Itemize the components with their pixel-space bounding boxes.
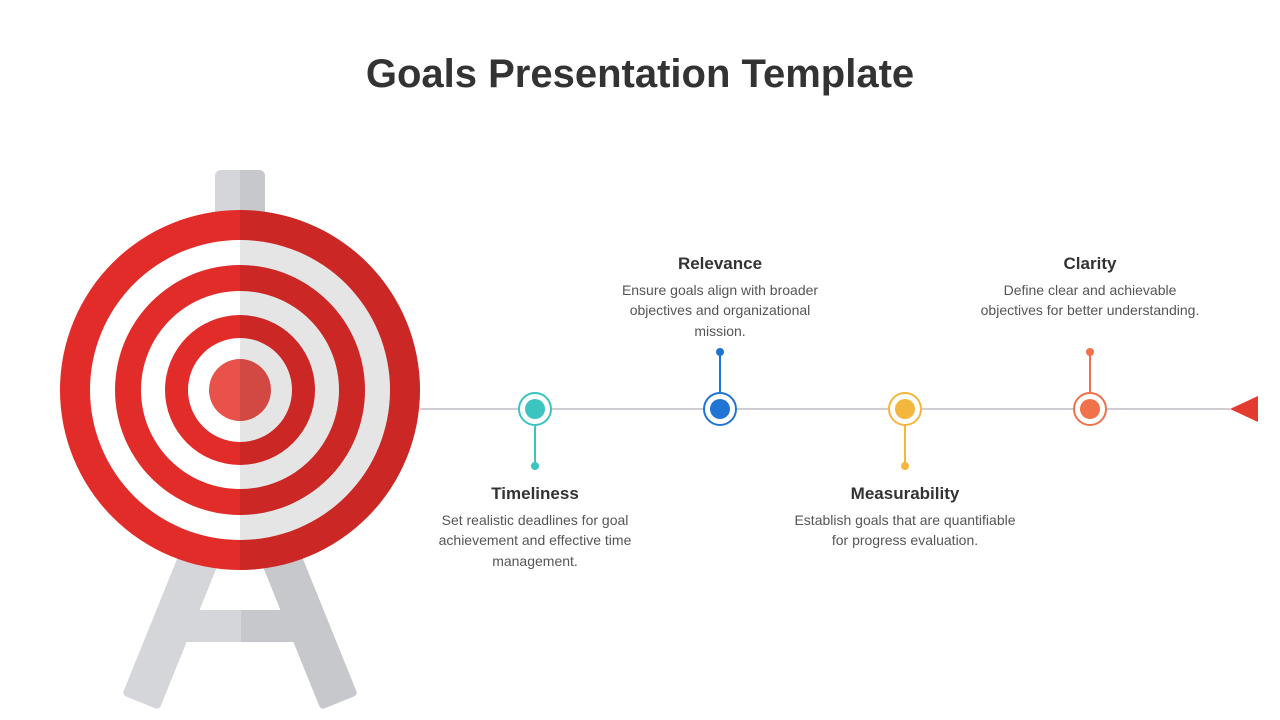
timeline-item-desc: Define clear and achievable objectives f… — [975, 280, 1205, 321]
timeline-node — [1073, 392, 1107, 426]
target-graphic — [60, 170, 420, 690]
timeline-node — [518, 392, 552, 426]
timeline-item-title: Timeliness — [420, 484, 650, 504]
timeline-item-desc: Establish goals that are quantifiable fo… — [790, 510, 1020, 551]
timeline-item-title: Relevance — [605, 254, 835, 274]
timeline-item-desc: Ensure goals align with broader objectiv… — [605, 280, 835, 341]
timeline-item: Relevance Ensure goals align with broader… — [605, 254, 835, 341]
target-ring — [209, 359, 271, 421]
timeline-node — [888, 392, 922, 426]
timeline-item: Timeliness Set realistic deadlines for go… — [420, 484, 650, 571]
target-rings — [60, 210, 420, 570]
timeline-item-title: Clarity — [975, 254, 1205, 274]
timeline-item-title: Measurability — [790, 484, 1020, 504]
timeline-node — [703, 392, 737, 426]
arrow-head-icon — [1230, 396, 1258, 422]
timeline-item-desc: Set realistic deadlines for goal achieve… — [420, 510, 650, 571]
page-title: Goals Presentation Template — [0, 52, 1280, 97]
timeline-item: Clarity Define clear and achievable objec… — [975, 254, 1205, 321]
timeline-item: Measurability Establish goals that are qu… — [790, 484, 1020, 551]
